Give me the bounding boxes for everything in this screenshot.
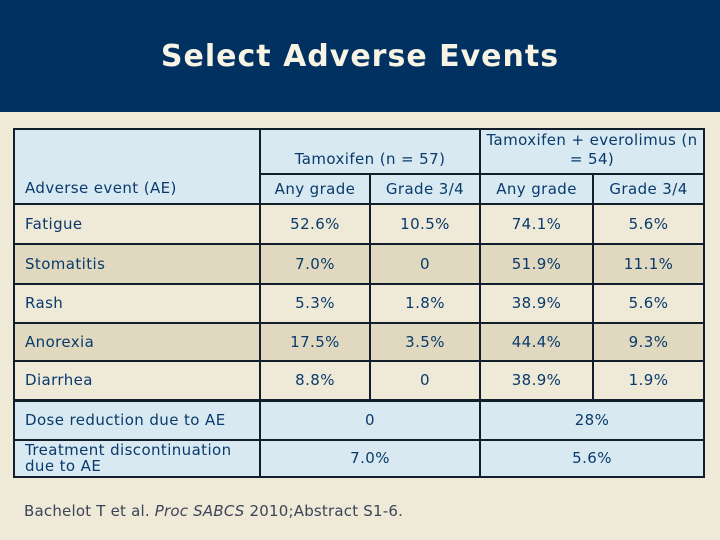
title-band: Select Adverse Events xyxy=(0,0,720,112)
row-label: Fatigue xyxy=(13,202,261,245)
summary-row-discontinuation: Treatment discontinuation due to AE 7.0%… xyxy=(13,438,706,479)
table-row-rash: Rash 5.3% 1.8% 38.9% 5.6% xyxy=(13,282,706,324)
sub-header-row: Any grade Grade 3/4 Any grade Grade 3/4 xyxy=(14,172,706,205)
table-row-fatigue: Fatigue 52.6% 10.5% 74.1% 5.6% xyxy=(13,202,706,245)
summary-row-dose-reduction: Dose reduction due to AE 0 28% xyxy=(13,399,706,441)
citation: Bachelot T et al. Proc SABCS 2010;Abstra… xyxy=(24,502,403,520)
value-cell: 28% xyxy=(479,399,706,441)
table-row-diarrhea: Diarrhea 8.8% 0 38.9% 1.9% xyxy=(13,359,706,402)
sub-header: Grade 3/4 xyxy=(368,172,482,205)
value-cell: 0 xyxy=(258,399,482,441)
sub-header: Grade 3/4 xyxy=(592,172,706,205)
value-cell: 5.6% xyxy=(592,282,706,324)
group-header-row: Adverse event (AE) Tamoxifen (n = 57) Ta… xyxy=(13,128,706,205)
value-cell: 0 xyxy=(368,359,482,402)
citation-reference: 2010;Abstract S1-6. xyxy=(244,502,404,520)
sub-header: Any grade xyxy=(259,172,371,205)
adverse-events-table: Adverse event (AE) Tamoxifen (n = 57) Ta… xyxy=(13,128,706,479)
row-label: Stomatitis xyxy=(13,242,261,285)
table-row-stomatitis: Stomatitis 7.0% 0 51.9% 11.1% xyxy=(13,242,706,285)
sub-header: Any grade xyxy=(479,172,595,205)
citation-authors: Bachelot T et al. xyxy=(24,502,155,520)
value-cell: 1.8% xyxy=(368,282,482,324)
value-cell: 1.9% xyxy=(592,359,706,402)
row-label: Diarrhea xyxy=(13,359,261,402)
table-row-anorexia: Anorexia 17.5% 3.5% 44.4% 9.3% xyxy=(13,321,706,362)
value-cell: 74.1% xyxy=(479,202,595,245)
slide-title: Select Adverse Events xyxy=(160,38,560,74)
value-cell: 5.6% xyxy=(592,202,706,245)
value-cell: 52.6% xyxy=(259,202,371,245)
group-header-tamoxifen: Tamoxifen (n = 57) xyxy=(258,128,482,175)
value-cell: 17.5% xyxy=(259,321,371,362)
value-cell: 10.5% xyxy=(368,202,482,245)
row-label: Dose reduction due to AE xyxy=(13,399,261,441)
value-cell: 11.1% xyxy=(592,242,706,285)
citation-journal: Proc SABCS xyxy=(154,502,245,520)
value-cell: 5.3% xyxy=(259,282,371,324)
value-cell: 5.6% xyxy=(479,438,706,479)
value-cell: 8.8% xyxy=(259,359,371,402)
value-cell: 3.5% xyxy=(368,321,482,362)
value-cell: 44.4% xyxy=(479,321,595,362)
value-cell: 0 xyxy=(368,242,482,285)
value-cell: 51.9% xyxy=(479,242,595,285)
row-label: Treatment discontinuation due to AE xyxy=(13,438,261,479)
row-label: Anorexia xyxy=(13,321,261,362)
value-cell: 38.9% xyxy=(479,282,595,324)
value-cell: 38.9% xyxy=(479,359,595,402)
group-header-tamoxifen-everolimus: Tamoxifen + everolimus (n = 54) xyxy=(479,128,706,175)
row-label: Rash xyxy=(13,282,261,324)
value-cell: 7.0% xyxy=(259,242,371,285)
value-cell: 9.3% xyxy=(592,321,706,362)
row-label-header: Adverse event (AE) xyxy=(13,128,261,205)
value-cell: 7.0% xyxy=(258,438,482,479)
